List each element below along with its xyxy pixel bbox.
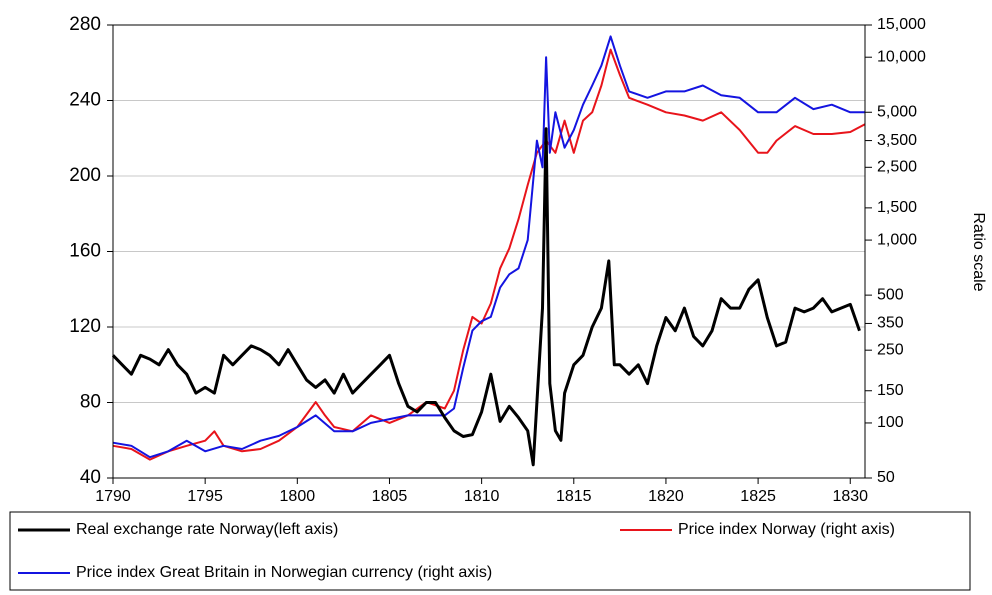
y2-tick-label: 150 (877, 382, 904, 399)
y2-tick-label: 10,000 (877, 48, 926, 65)
x-tick-label: 1810 (464, 488, 500, 505)
x-tick-label: 1805 (372, 488, 408, 505)
y-tick-label: 120 (69, 316, 101, 337)
y2-tick-label: 5,000 (877, 103, 917, 120)
y2-tick-label: 15,000 (877, 16, 926, 33)
legend-label: Price index Norway (right axis) (678, 521, 895, 538)
x-tick-label: 1790 (95, 488, 131, 505)
x-tick-label: 1830 (832, 488, 868, 505)
legend-label: Price index Great Britain in Norwegian c… (76, 564, 492, 581)
y2-tick-label: 1,500 (877, 199, 917, 216)
legend-box (9, 511, 971, 591)
series-line (111, 127, 861, 467)
y2-tick-label: 2,500 (877, 159, 917, 176)
y-tick-label: 40 (80, 467, 101, 488)
y2-tick-label: 50 (877, 469, 895, 486)
x-tick-label: 1815 (556, 488, 592, 505)
x-tick-label: 1825 (740, 488, 776, 505)
y2-axis-title: Ratio scale (970, 212, 987, 291)
y-tick-label: 240 (69, 90, 101, 111)
x-tick-label: 1820 (648, 488, 684, 505)
x-tick-label: 1800 (280, 488, 316, 505)
x-tick-label: 1795 (187, 488, 223, 505)
plot-frame (112, 24, 866, 479)
y2-tick-label: 100 (877, 414, 904, 431)
y2-tick-label: 500 (877, 286, 904, 303)
y-tick-label: 80 (80, 392, 101, 413)
y2-tick-label: 1,000 (877, 231, 917, 248)
series-line (112, 48, 866, 461)
y2-tick-label: 3,500 (877, 132, 917, 149)
legend-label: Real exchange rate Norway(left axis) (76, 521, 338, 538)
y-tick-label: 200 (69, 165, 101, 186)
y-tick-label: 280 (69, 14, 101, 35)
y2-tick-label: 250 (877, 341, 904, 358)
series-line (112, 35, 865, 459)
y-tick-label: 160 (69, 241, 101, 262)
y2-tick-label: 350 (877, 315, 904, 332)
